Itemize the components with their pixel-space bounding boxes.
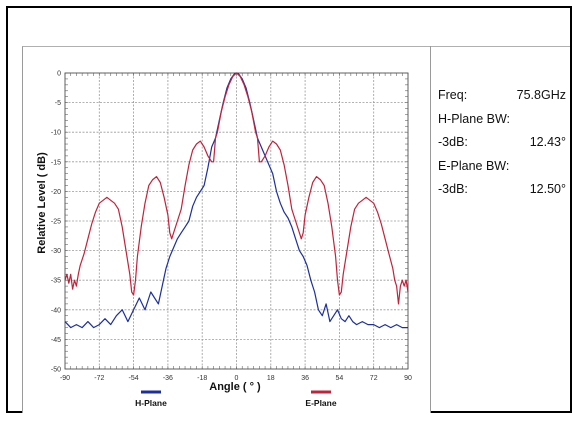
- legend-label: E-Plane: [305, 398, 336, 408]
- y-tick-label: -30: [51, 248, 61, 255]
- h-plane-row: H-Plane BW:: [438, 108, 568, 132]
- figure-table: [22, 46, 570, 413]
- h-3db-label: -3dB:: [438, 135, 468, 149]
- series-line-e-plane: [64, 72, 409, 305]
- e-plane-label: E-Plane BW:: [438, 158, 510, 173]
- e-plane-row: E-Plane BW:: [438, 155, 568, 179]
- legend: H-Plane E-Plane: [135, 390, 337, 408]
- legend-label: H-Plane: [135, 398, 167, 408]
- table-divider: [430, 46, 431, 413]
- y-tick-label: -15: [51, 159, 61, 166]
- h-3db-row: -3dB: 12.43°: [438, 131, 568, 155]
- x-tick-label: 0: [235, 375, 239, 382]
- x-tick-label: 72: [370, 375, 378, 382]
- radiation-pattern-chart: -90 -72 -54 -36 -18 0 18 36 54 72 90 0 -5 -10 -15 -20 -2…: [23, 47, 430, 413]
- chart-svg: -90 -72 -54 -36 -18 0 18 36 54 72 90 0 -5 -10 -15 -20 -2…: [23, 47, 430, 413]
- freq-row: Freq: 75.8GHz: [438, 84, 568, 108]
- x-tick-label: 54: [336, 375, 344, 382]
- y-tick-label: -40: [51, 307, 61, 314]
- series-lines: [64, 72, 409, 329]
- x-tick-label: 36: [301, 375, 309, 382]
- y-tick-label: -50: [51, 367, 61, 374]
- x-tick-label: -90: [60, 375, 70, 382]
- x-axis-label: Angle ( ° ): [209, 381, 261, 393]
- y-tick-label: -5: [55, 100, 61, 107]
- y-tick-label: -35: [51, 278, 61, 285]
- x-tick-label: -36: [163, 375, 173, 382]
- chart-background: [23, 47, 430, 413]
- beamwidth-info-panel: Freq: 75.8GHz H-Plane BW: -3dB: 12.43° E…: [438, 84, 568, 202]
- h-3db-value: 12.43°: [529, 135, 566, 149]
- y-tick-label: 0: [57, 71, 61, 78]
- x-tick-label: -72: [94, 375, 104, 382]
- x-tick-label: 90: [404, 375, 412, 382]
- y-tick-label: -10: [51, 130, 61, 137]
- x-tick-label: 18: [267, 375, 275, 382]
- y-tick-label: -45: [51, 337, 61, 344]
- x-tick-label: -54: [129, 375, 139, 382]
- e-3db-label: -3dB:: [438, 182, 468, 196]
- x-tick-label: -18: [197, 375, 207, 382]
- y-axis-label: Relative Level ( dB): [36, 152, 48, 254]
- h-plane-label: H-Plane BW:: [438, 111, 511, 126]
- freq-value: 75.8GHz: [516, 88, 566, 102]
- y-tick-label: -25: [51, 219, 61, 226]
- freq-label: Freq:: [438, 88, 468, 102]
- e-3db-value: 12.50°: [529, 182, 566, 196]
- y-tick-label: -20: [51, 189, 61, 196]
- e-3db-row: -3dB: 12.50°: [438, 178, 568, 202]
